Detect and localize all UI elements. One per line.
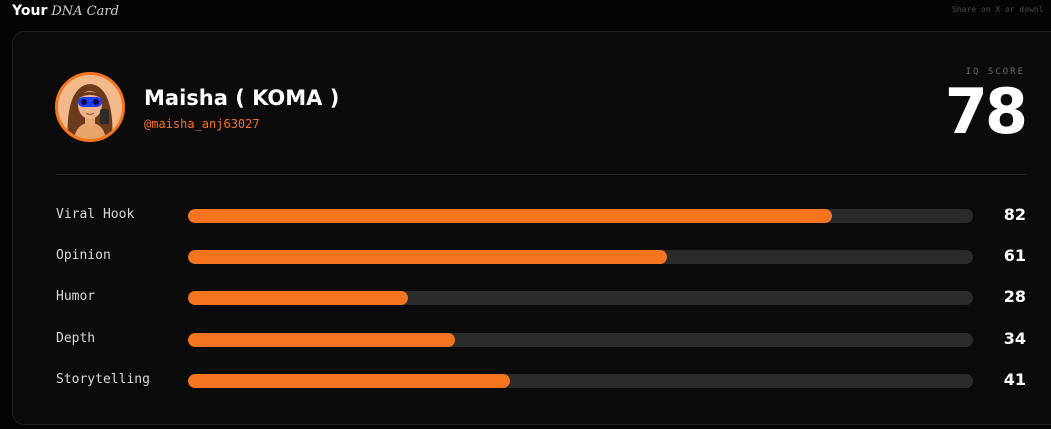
iq-score-label: IQ SCORE	[965, 67, 1025, 77]
trait-row: Humor 28	[13, 287, 1051, 307]
dna-card: Maisha ( KOMA ) @maisha_anj63027 IQ SCOR…	[12, 31, 1051, 425]
trait-progress-track	[188, 374, 973, 388]
trait-progress-fill	[188, 209, 832, 223]
avatar-illustration-icon	[58, 75, 122, 139]
profile-name: Maisha ( KOMA )	[144, 86, 340, 110]
page-header: Your DNA Card Share on X or downl	[0, 0, 1051, 24]
trait-progress-fill	[188, 333, 455, 347]
trait-row: Opinion 61	[13, 246, 1051, 266]
trait-progress-track	[188, 209, 973, 223]
trait-label: Opinion	[56, 248, 111, 263]
trait-score: 41	[1003, 370, 1026, 389]
trait-label: Humor	[56, 289, 96, 304]
trait-progress-track	[188, 333, 973, 347]
trait-row: Depth 34	[13, 329, 1051, 349]
share-hint[interactable]: Share on X or downl	[952, 5, 1044, 14]
trait-progress-fill	[188, 291, 408, 305]
trait-progress-fill	[188, 250, 667, 264]
trait-label: Depth	[56, 331, 96, 346]
trait-progress-track	[188, 291, 973, 305]
trait-score: 34	[1003, 329, 1026, 348]
trait-progress-fill	[188, 374, 510, 388]
divider	[56, 174, 1026, 175]
avatar	[55, 72, 125, 142]
iq-score-value: 78	[944, 75, 1028, 148]
profile-handle[interactable]: @maisha_anj63027	[144, 117, 260, 131]
page-title: Your DNA Card	[12, 2, 119, 21]
page-title-bold: Your	[12, 3, 48, 19]
trait-score: 61	[1003, 246, 1026, 265]
trait-label: Storytelling	[56, 372, 150, 387]
trait-score: 82	[1003, 205, 1026, 224]
trait-label: Viral Hook	[56, 207, 135, 222]
trait-row: Storytelling 41	[13, 370, 1051, 390]
trait-row: Viral Hook 82	[13, 205, 1051, 225]
page-title-italic: DNA Card	[51, 4, 119, 19]
trait-progress-track	[188, 250, 973, 264]
trait-score: 28	[1003, 287, 1026, 306]
